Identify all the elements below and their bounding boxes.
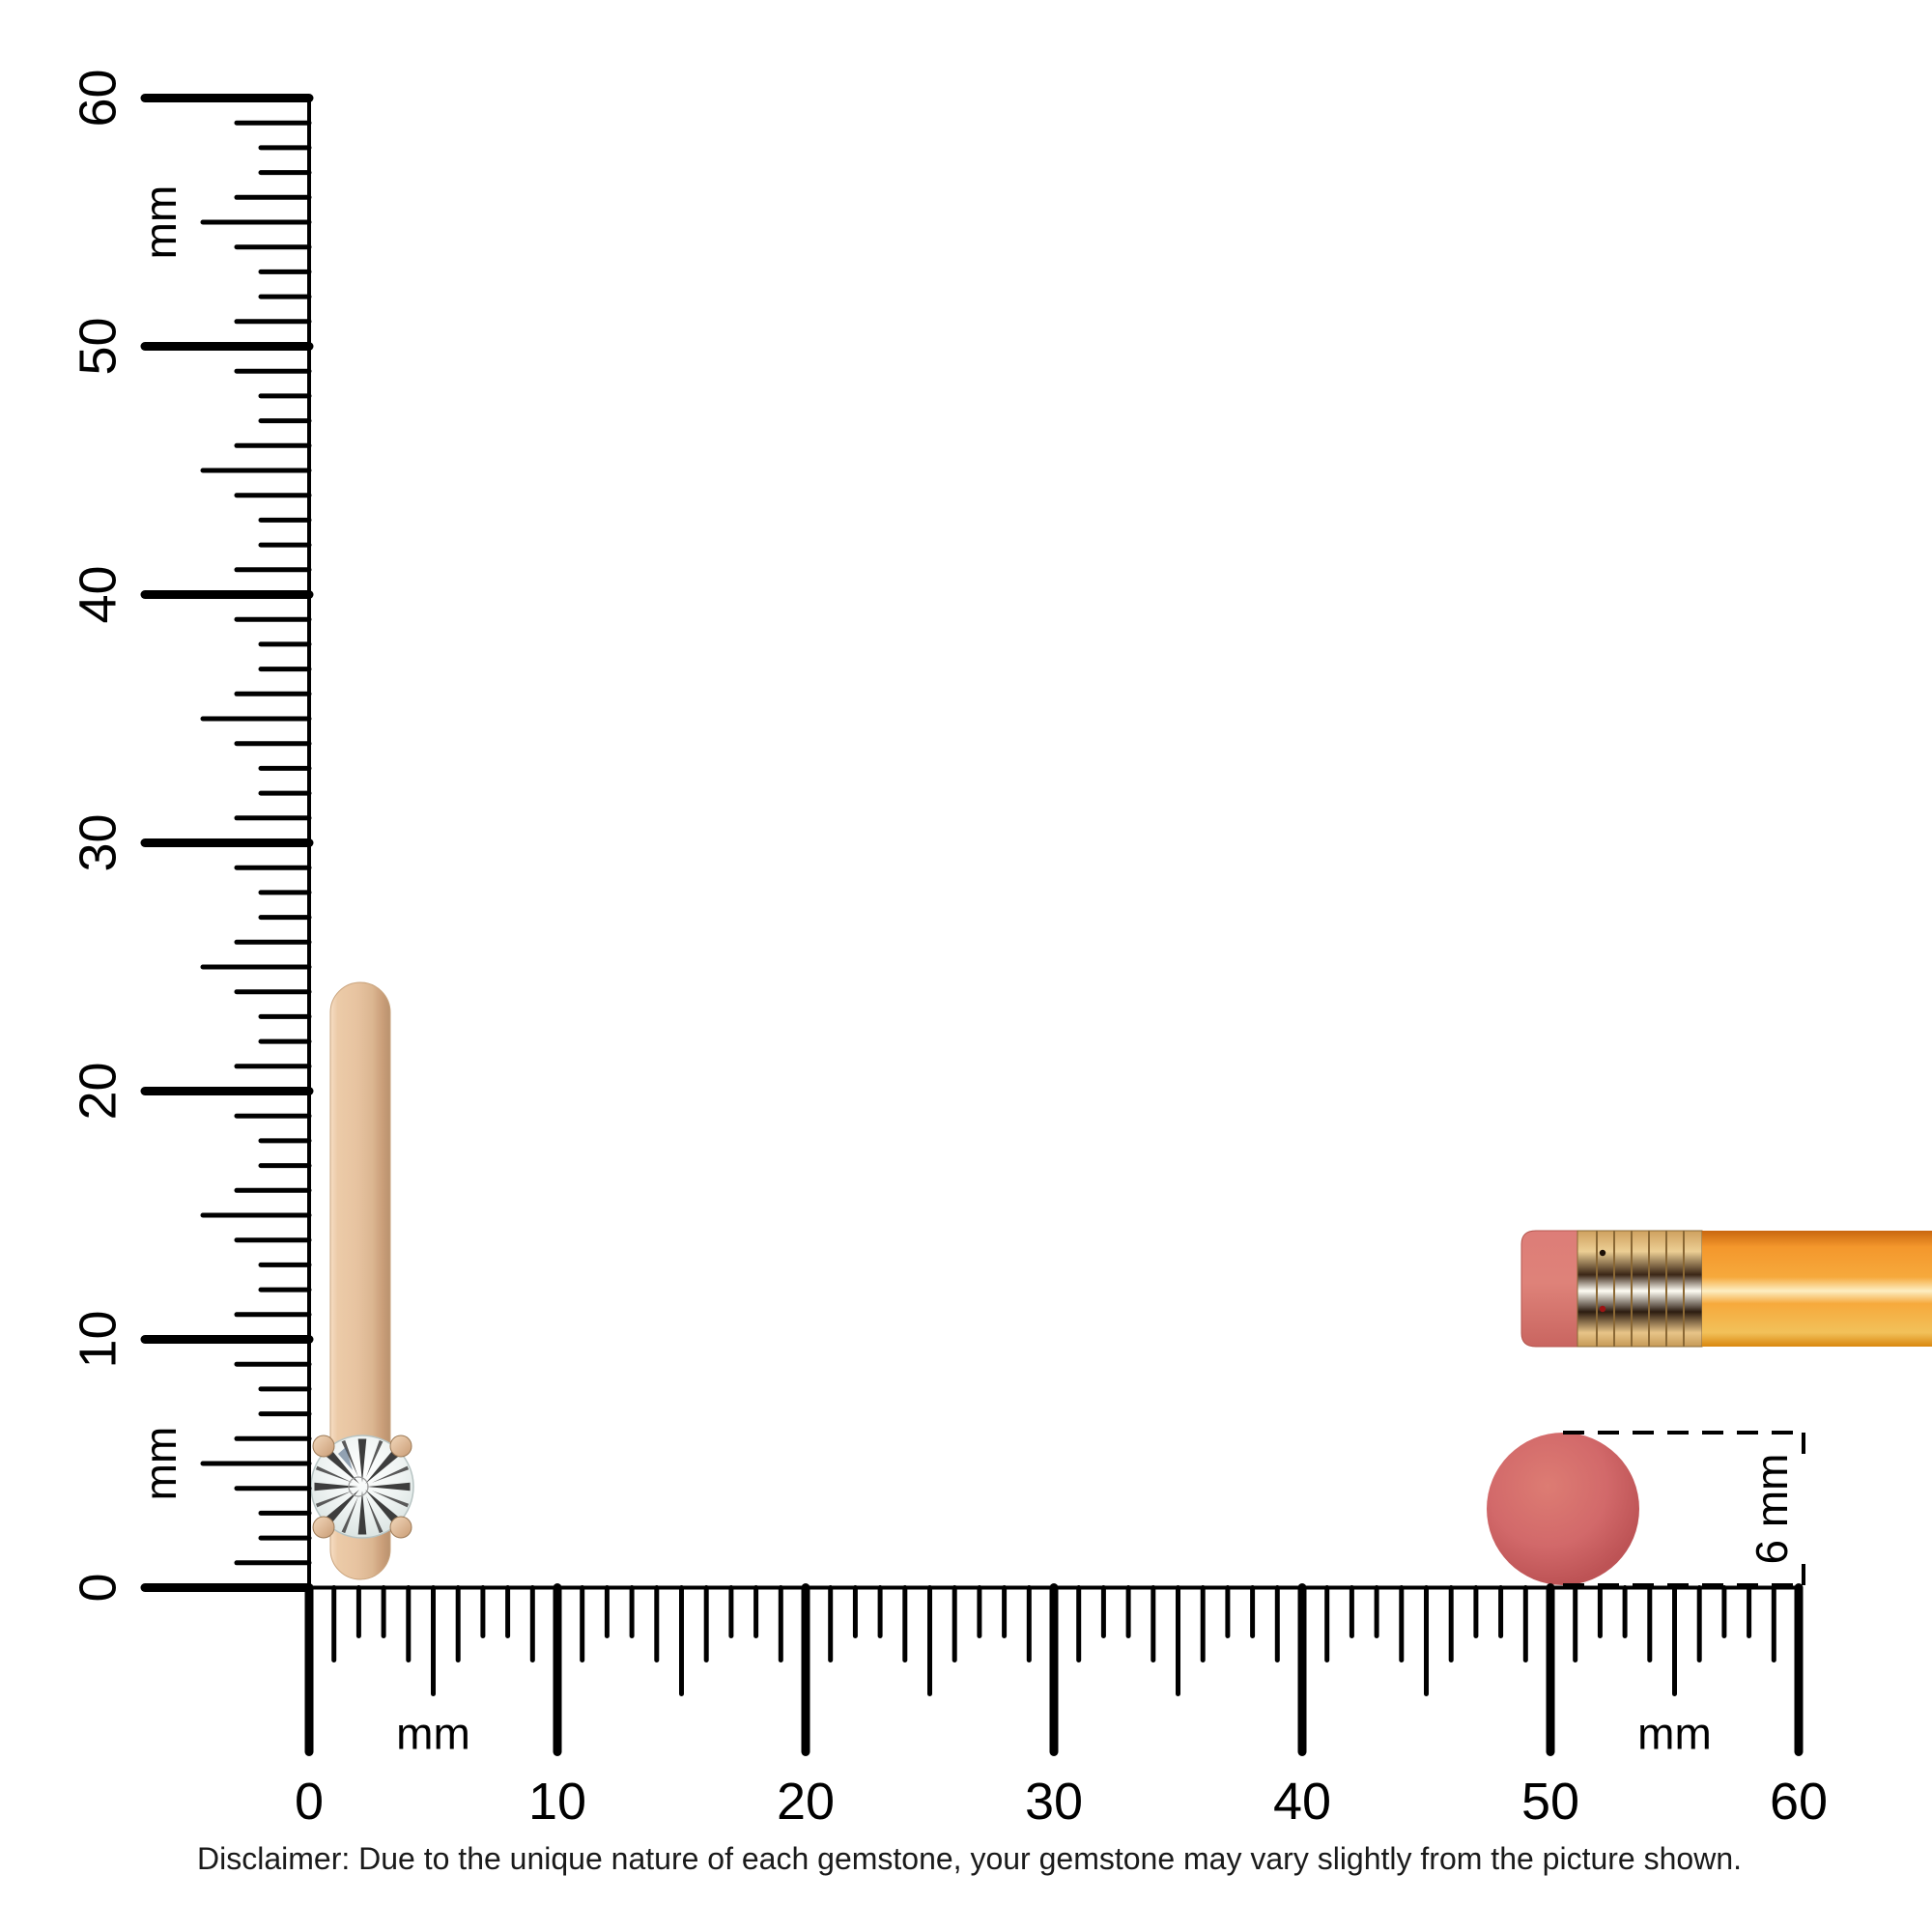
svg-text:mm: mm — [396, 1709, 470, 1759]
svg-text:60: 60 — [69, 69, 127, 127]
svg-text:0: 0 — [295, 1773, 324, 1831]
svg-text:40: 40 — [1273, 1773, 1331, 1831]
svg-text:10: 10 — [528, 1773, 586, 1831]
svg-text:mm: mm — [135, 1427, 185, 1501]
svg-text:30: 30 — [1025, 1773, 1083, 1831]
svg-text:0: 0 — [69, 1573, 127, 1602]
svg-text:20: 20 — [777, 1773, 835, 1831]
svg-text:60: 60 — [1770, 1773, 1828, 1831]
svg-text:50: 50 — [69, 317, 127, 375]
svg-text:30: 30 — [69, 813, 127, 871]
svg-text:10: 10 — [69, 1310, 127, 1368]
svg-text:mm: mm — [1637, 1709, 1712, 1759]
svg-text:20: 20 — [69, 1062, 127, 1120]
svg-text:50: 50 — [1521, 1773, 1579, 1831]
svg-text:mm: mm — [135, 185, 185, 260]
svg-text:40: 40 — [69, 565, 127, 623]
